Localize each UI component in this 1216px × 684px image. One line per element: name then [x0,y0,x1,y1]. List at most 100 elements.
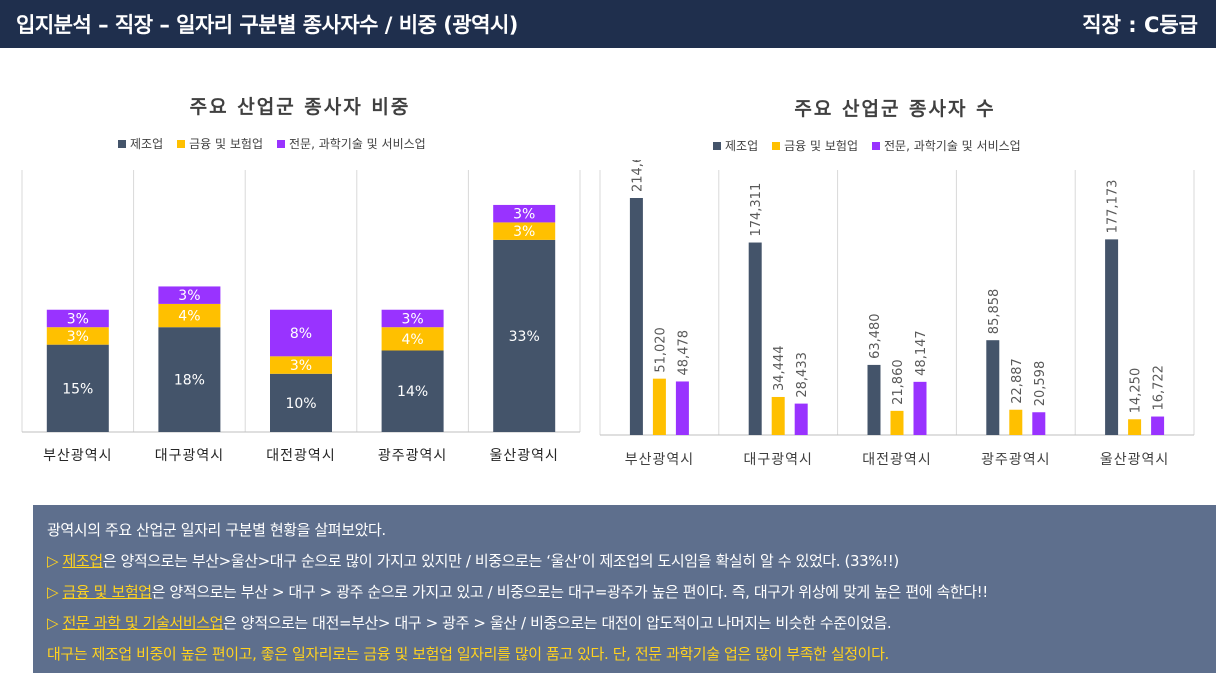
summary-text-finance: 은 양적으로는 부산 > 대구 > 광주 순으로 가지고 있고 / 비중으로는 … [151,583,989,601]
data-label-finance: 51,020 [653,327,668,373]
summary-bullet: ▷ [47,614,63,632]
bar-professional [675,381,689,435]
bar-finance [1009,409,1023,435]
summary-conclusion: 대구는 제조업 비중이 높은 편이고, 좋은 일자리로는 금융 및 보험업 일자… [47,645,889,663]
legend-label-manufacturing: 제조업 [725,139,759,153]
bar-manufacturing [46,344,109,432]
x-tick-label: 울산광역시 [489,448,558,464]
data-label-professional: 48,478 [676,330,691,376]
summary-bullet: ▷ [47,552,63,570]
page-header: 입지분석 – 직장 – 일자리 구분별 종사자수 / 비중 (광역시) 직장 :… [0,0,1216,48]
bar-finance [1128,419,1142,435]
legend-swatch-manufacturing [118,139,126,148]
legend-swatch-professional [277,139,285,148]
data-label-manufacturing: 214,649 [630,160,645,192]
data-label-finance: 3% [67,329,89,345]
chart-title-count: 주요 산업군 종사자 수 [794,98,996,120]
bar-manufacturing [493,239,556,432]
summary-text-manufacturing: 은 양적으로는 부산>울산>대구 순으로 많이 가지고 있지만 / 비중으로는 … [102,552,899,570]
bar-finance [771,396,785,435]
data-label-manufacturing: 18% [174,373,205,389]
data-label-professional: 48,147 [914,330,929,376]
data-label-finance: 3% [513,224,535,240]
bar-manufacturing [1105,239,1119,435]
x-tick-label: 대전광역시 [266,448,335,464]
x-tick-label: 대구광역시 [743,452,812,468]
bar-finance [890,410,904,435]
data-label-manufacturing: 10% [285,396,316,412]
summary-line-manufacturing: ▷ 제조업은 양적으로는 부산>울산>대구 순으로 많이 가지고 있지만 / 비… [47,546,1202,577]
bar-manufacturing [867,364,881,435]
bar-finance [158,303,221,328]
legend-item-finance: 금융 및 보험업 [772,137,858,154]
legend-swatch-finance [772,141,781,150]
bar-manufacturing [986,340,1000,435]
summary-key-professional: 전문 과학 및 기술서비스업 [62,614,224,632]
bar-finance [381,327,444,351]
legend-item-finance: 금융 및 보험업 [177,135,263,152]
bar-professional [381,309,444,328]
data-label-manufacturing: 63,480 [868,313,883,359]
x-tick-label: 부산광역시 [625,452,694,468]
legend-label-finance: 금융 및 보험업 [784,139,858,153]
legend-item-professional: 전문, 과학기술 및 서비스업 [277,135,426,152]
x-tick-label: 대구광역시 [155,448,224,464]
bar-professional [1032,412,1046,435]
data-label-manufacturing: 85,858 [987,289,1002,335]
data-label-finance: 3% [290,358,312,374]
chart-ratio: 15%3%3%부산광역시18%4%3%대구광역시10%3%8%대전광역시14%4… [21,170,581,464]
bar-manufacturing [158,327,221,432]
chart-count: 214,649 51,020 48,478 부산광역시 174,311 34,444 28,… [599,160,1195,468]
bar-professional [46,309,109,328]
page-title: 입지분석 – 직장 – 일자리 구분별 종사자수 / 비중 (광역시) [16,13,518,37]
data-label-finance: 14,250 [1129,368,1144,414]
legend-count: 제조업 금융 및 보험업 전문, 과학기술 및 서비스업 [713,137,1021,154]
legend-swatch-professional [872,141,880,150]
bar-manufacturing [270,373,332,432]
data-label-professional: 3% [401,311,423,327]
x-tick-label: 광주광역시 [981,452,1050,468]
legend-item-manufacturing: 제조업 [118,135,163,152]
bar-professional [270,309,332,357]
bar-professional [913,381,927,435]
data-label-finance: 4% [401,332,423,348]
bar-professional [158,286,221,304]
data-label-professional: 3% [178,288,200,304]
legend-label-finance: 금융 및 보험업 [189,137,263,151]
legend-label-manufacturing: 제조업 [130,137,164,151]
bar-manufacturing [381,350,444,432]
bar-professional [1151,416,1165,435]
data-label-professional: 3% [513,207,535,223]
summary-key-manufacturing: 제조업 [62,552,104,570]
x-tick-label: 광주광역시 [378,448,447,464]
data-label-manufacturing: 14% [397,384,428,400]
data-label-professional: 8% [290,326,312,342]
bar-finance [493,222,556,240]
bar-professional [493,204,556,223]
data-label-manufacturing: 174,311 [749,183,764,237]
data-label-professional: 3% [67,311,89,327]
data-label-professional: 20,598 [1033,361,1048,407]
bar-manufacturing [629,197,643,435]
data-label-finance: 21,860 [891,359,906,405]
x-tick-label: 부산광역시 [43,448,112,464]
summary-bullet: ▷ [47,583,63,601]
data-label-manufacturing: 33% [509,329,540,345]
summary-key-finance: 금융 및 보험업 [62,583,153,601]
data-label-manufacturing: 177,173 [1106,180,1121,234]
legend-swatch-finance [177,139,186,148]
bar-manufacturing [748,242,762,435]
legend-label-professional: 전문, 과학기술 및 서비스업 [884,139,1021,153]
data-label-professional: 28,433 [795,352,810,398]
data-label-finance: 4% [178,309,200,325]
summary-line-professional: ▷ 전문 과학 및 기술서비스업은 양적으로는 대전=부산> 대구 > 광주 >… [47,608,1202,639]
bar-finance [46,327,109,345]
grade-badge: 직장 : C등급 [1082,13,1198,37]
summary-line-finance: ▷ 금융 및 보험업은 양적으로는 부산 > 대구 > 광주 순으로 가지고 있… [47,577,1202,608]
summary-panel: 광역시의 주요 산업군 일자리 구분별 현황을 살펴보았다. ▷ 제조업은 양적… [33,505,1216,673]
bar-professional [794,403,808,435]
legend-item-manufacturing: 제조업 [713,137,758,154]
summary-intro: 광역시의 주요 산업군 일자리 구분별 현황을 살펴보았다. [47,521,386,539]
data-label-manufacturing: 15% [62,381,93,397]
legend-item-professional: 전문, 과학기술 및 서비스업 [872,137,1021,154]
